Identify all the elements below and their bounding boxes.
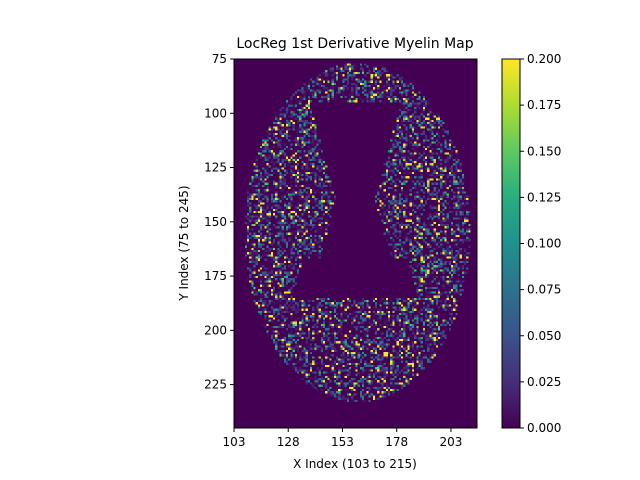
chart-title: LocReg 1st Derivative Myelin Map	[236, 36, 473, 52]
heatmap-pixels	[234, 59, 477, 428]
plot-frame	[233, 58, 478, 429]
colorbar-tick-label: 0.000	[527, 421, 561, 435]
colorbar-tick-label: 0.100	[527, 237, 561, 251]
colorbar	[501, 58, 521, 429]
y-tick-label: 225	[204, 378, 227, 392]
y-axis-label: Y Index (75 to 245)	[177, 185, 191, 301]
y-axis: 75 100 125 150 175 200 225	[204, 52, 234, 392]
heatmap-image	[234, 59, 477, 428]
colorbar-tick-label: 0.075	[527, 283, 561, 297]
x-tick-label: 178	[385, 435, 408, 449]
x-axis: 103 128 153 178 203	[223, 428, 463, 449]
y-tick-label: 175	[204, 269, 227, 283]
colorbar-tick-label: 0.125	[527, 190, 561, 204]
colorbar-axis: 0.000 0.025 0.050 0.075 0.100 0.125 0.150 0.175…	[520, 52, 561, 435]
y-tick-label: 150	[204, 215, 227, 229]
x-tick-label: 203	[440, 435, 463, 449]
x-axis-label: X Index (103 to 215)	[293, 457, 417, 471]
x-tick-label: 128	[277, 435, 300, 449]
y-tick-label: 100	[204, 106, 227, 120]
colorbar-tick-label: 0.175	[527, 98, 561, 112]
colorbar-tick-label: 0.150	[527, 144, 561, 158]
y-tick-label: 75	[212, 52, 227, 66]
colorbar-tick-label: 0.200	[527, 52, 561, 66]
y-tick-label: 200	[204, 323, 227, 337]
colorbar-tick-label: 0.025	[527, 375, 561, 389]
x-tick-label: 103	[223, 435, 246, 449]
y-tick-label: 125	[204, 161, 227, 175]
x-tick-label: 153	[331, 435, 354, 449]
colorbar-tick-label: 0.050	[527, 329, 561, 343]
